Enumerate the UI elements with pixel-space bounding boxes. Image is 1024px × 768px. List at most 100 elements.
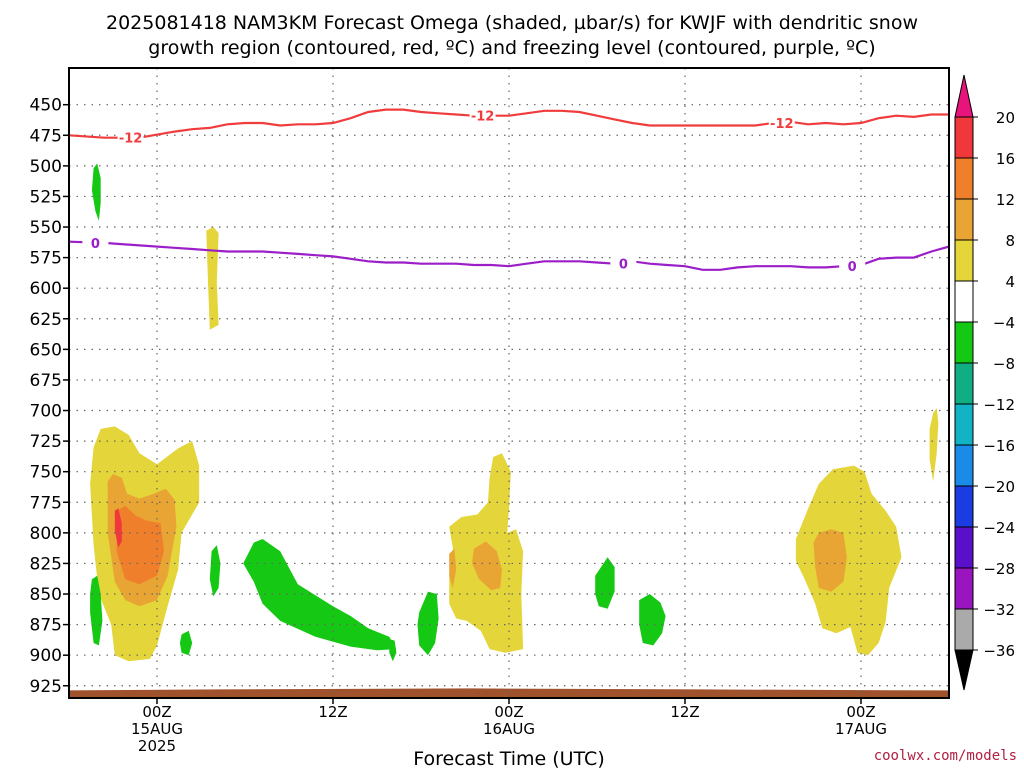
omega-region-10 [929, 408, 939, 482]
omega-region-12 [90, 575, 103, 646]
colorbar-swatch-10 [954, 485, 974, 528]
omega-region-13 [179, 630, 193, 656]
y-tick-label-10: 700 [30, 402, 62, 422]
y-tick-label-12: 750 [30, 463, 62, 483]
omega-region-14 [209, 545, 221, 597]
y-tick-label-0: 450 [30, 96, 62, 116]
colorbar-label-0: 20 [996, 109, 1015, 127]
y-axis-pressure: 450 475 500 525 550 575 600 625 650 675 700 725 750 7… [30, 96, 69, 697]
colorbar-legend: 20 16 12 8 4 −4 −8 −12 −16 −20 −24 −28 −32 −36 [954, 74, 1015, 691]
y-tick-label-3: 525 [30, 187, 62, 207]
omega-region-11 [91, 163, 101, 221]
y-tick-label-4: 550 [30, 218, 62, 238]
colorbar-label-1: 16 [996, 150, 1015, 168]
dgz-contour-label-0: -12 [119, 132, 143, 147]
colorbar-label-10: −24 [983, 519, 1015, 537]
omega-region-9 [813, 529, 847, 592]
x-tick-label-0-3: 2025 [138, 737, 176, 755]
grid-lines [69, 68, 949, 698]
colorbar-label-4: 4 [1005, 273, 1015, 291]
y-tick-label-2: 500 [30, 157, 62, 177]
omega-region-18 [595, 557, 615, 609]
y-tick-label-7: 625 [30, 310, 62, 330]
colorbar-label-7: −12 [983, 396, 1015, 414]
freezing-contour-label-1: 0 [619, 258, 628, 273]
freezing-contour-label-bg-0 [82, 234, 109, 250]
dgz-contour-line [69, 108, 949, 139]
y-tick-label-1: 475 [30, 126, 62, 146]
colorbar-label-6: −8 [993, 355, 1015, 373]
colorbar-swatch-2 [954, 157, 974, 200]
colorbar-cap-bottom [954, 649, 974, 691]
omega-region-16 [389, 639, 397, 662]
colorbar-label-8: −16 [983, 437, 1015, 455]
y-tick-label-6: 600 [30, 279, 62, 299]
dgz-contour-label-1: -12 [471, 110, 495, 125]
y-tick-label-11: 725 [30, 432, 62, 452]
y-tick-label-16: 850 [30, 585, 62, 605]
omega-region-15 [243, 539, 397, 651]
x-tick-label-0-2: 15AUG [131, 720, 183, 738]
omega-region-8 [795, 465, 902, 656]
freezing-contour-label-2: 0 [848, 260, 857, 275]
x-tick-label-2-2: 16AUG [483, 720, 535, 738]
colorbar-swatch-13 [954, 608, 974, 651]
colorbar-swatch-1 [954, 116, 974, 159]
omega-region-19 [639, 594, 666, 646]
colorbar-swatch-11 [954, 526, 974, 569]
y-tick-label-5: 575 [30, 249, 62, 269]
colorbar-swatch-3 [954, 198, 974, 241]
colorbar-cap-top [954, 74, 974, 118]
y-tick-label-19: 925 [30, 677, 62, 697]
y-tick-label-14: 800 [30, 524, 62, 544]
credit-link[interactable]: coolwx.com/models [874, 748, 1017, 764]
colorbar-swatch-7 [954, 362, 974, 405]
omega-region-4 [206, 227, 219, 330]
colorbar-label-12: −32 [983, 601, 1015, 619]
freezing-contour-label-bg-2 [839, 258, 866, 274]
colorbar-label-11: −28 [983, 560, 1015, 578]
x-tick-label-4-1: 00Z [846, 703, 875, 721]
freezing-contour-line [69, 240, 949, 271]
colorbar-label-3: 8 [1005, 232, 1015, 250]
x-tick-label-0-1: 00Z [142, 703, 171, 721]
colorbar-swatch-8 [954, 403, 974, 446]
colorbar-swatch-9 [954, 444, 974, 487]
colorbar-label-13: −36 [983, 642, 1015, 660]
x-tick-label-3-1: 12Z [670, 703, 699, 721]
colorbar-swatch-5 [954, 280, 974, 323]
freezing-contour-label-bg-1 [610, 255, 637, 271]
chart-title-line-1: 2025081418 NAM3KM Forecast Omega (shaded… [106, 12, 918, 34]
terrain-strip [69, 688, 949, 698]
freezing-contour-label-0: 0 [91, 237, 100, 252]
dgz-contour-label-2: -12 [770, 117, 794, 132]
omega-region-3 [114, 508, 122, 548]
colorbar-label-9: −20 [983, 478, 1015, 496]
colorbar-swatch-4 [954, 239, 974, 282]
colorbar-swatch-6 [954, 321, 974, 364]
chart-title-line-2: growth region (contoured, red, ºC) and f… [148, 37, 875, 59]
y-tick-label-18: 900 [30, 646, 62, 666]
colorbar-label-5: −4 [993, 314, 1015, 332]
dgz-contour-label-bg-2 [768, 115, 795, 131]
dgz-contour-label-bg-0 [117, 129, 144, 145]
x-axis-label: Forecast Time (UTC) [413, 748, 604, 768]
omega-region-7 [472, 541, 502, 591]
y-tick-label-15: 825 [30, 554, 62, 574]
colorbar-label-2: 12 [996, 191, 1015, 209]
y-tick-label-17: 875 [30, 616, 62, 636]
y-tick-label-9: 675 [30, 371, 62, 391]
omega-shading [69, 163, 949, 698]
temperature-contours: -12 -12 -12 0 0 0 [69, 107, 949, 275]
omega-region-17 [417, 591, 439, 656]
colorbar-swatch-12 [954, 567, 974, 610]
x-tick-label-1-1: 12Z [318, 703, 347, 721]
omega-region-6 [449, 548, 457, 588]
y-tick-label-13: 775 [30, 493, 62, 513]
omega-region-2 [116, 505, 164, 585]
y-tick-label-8: 650 [30, 340, 62, 360]
dgz-contour-label-bg-1 [469, 107, 496, 123]
x-tick-label-4-2: 17AUG [835, 720, 887, 738]
